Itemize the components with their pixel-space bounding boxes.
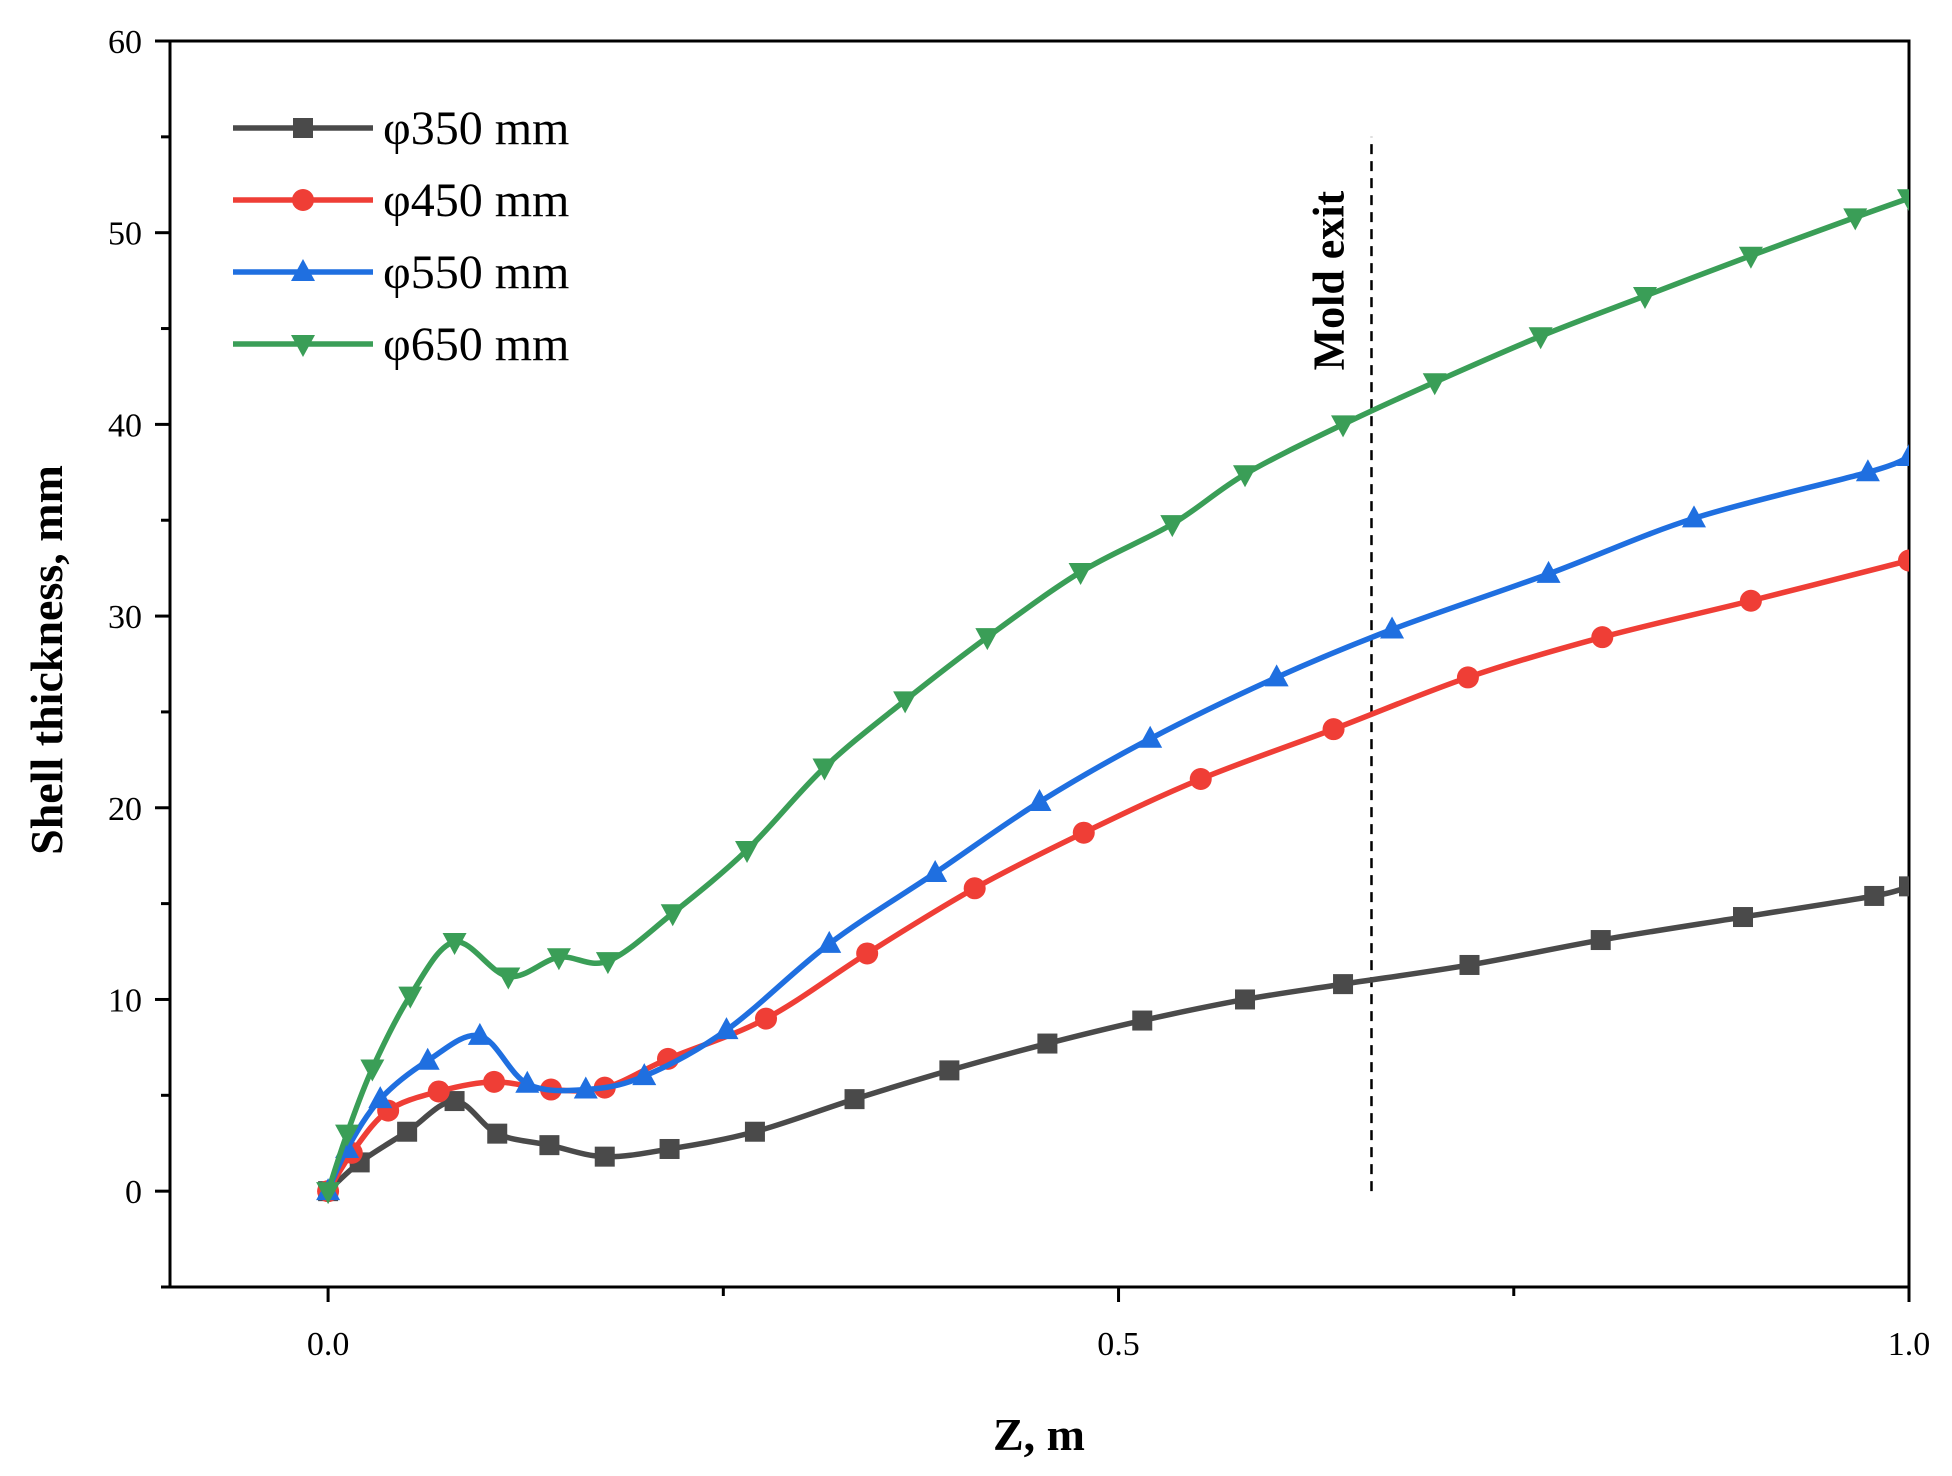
series-2-point — [1898, 549, 1909, 572]
series-4-point — [1068, 562, 1093, 585]
series-3-point — [632, 1063, 657, 1086]
y-tick-label: 30 — [108, 599, 142, 636]
y-tick-label: 50 — [108, 216, 142, 253]
series-2-point — [1456, 666, 1479, 689]
series-4-point — [975, 628, 1000, 651]
series-4-point — [812, 758, 837, 781]
series-2-point — [1189, 768, 1212, 791]
series-1-point — [594, 1146, 615, 1167]
y-tick-label: 0 — [125, 1174, 142, 1211]
x-tick-label: 0.5 — [1097, 1326, 1140, 1363]
series-3-point — [1681, 505, 1706, 528]
series-2-point — [1591, 626, 1614, 649]
series-1-point — [1333, 974, 1354, 995]
x-axis-title: Z, m — [993, 1409, 1085, 1460]
series-4-point — [360, 1059, 385, 1082]
series-4-point — [893, 691, 918, 714]
series-2-point — [1072, 821, 1095, 844]
series-1-point — [1235, 989, 1256, 1010]
series-4-point — [496, 967, 521, 990]
series-1-point — [844, 1089, 865, 1110]
y-tick-label: 10 — [108, 982, 142, 1019]
series-4-point — [1422, 373, 1447, 396]
series-1-point — [539, 1135, 560, 1156]
series-4-point — [1843, 208, 1868, 231]
series-4-point — [595, 952, 620, 975]
plot-frame — [168, 39, 1911, 1289]
series-4-point — [335, 1124, 360, 1147]
series-4-point — [1160, 515, 1185, 538]
series-3-point — [368, 1086, 393, 1109]
series-1-point — [487, 1123, 508, 1144]
legend-marker — [292, 189, 314, 211]
series-3-point — [1027, 789, 1052, 812]
series-1-point — [1864, 885, 1885, 906]
series-4-point — [546, 948, 571, 971]
series-3-point — [415, 1047, 440, 1070]
series-1-point — [1132, 1010, 1153, 1031]
series-1-point — [1590, 930, 1611, 951]
series-4-point — [1738, 246, 1763, 269]
series-4-point — [316, 1182, 341, 1205]
series-1-point — [744, 1121, 765, 1142]
series-1-point — [397, 1121, 418, 1142]
series-1-point — [939, 1060, 960, 1081]
series-1-point — [1899, 876, 1909, 897]
series-3-point — [923, 859, 948, 882]
series-1-point — [659, 1138, 680, 1159]
series-3-point — [1380, 616, 1405, 639]
legend-label: φ350 mm — [383, 102, 569, 155]
series-4-point — [1897, 189, 1909, 212]
series-2-point — [755, 1007, 778, 1030]
legend: φ350 mm φ450 mm φ550 mm φ650 mm — [233, 102, 569, 371]
series-4-point — [1528, 327, 1553, 350]
legend-marker — [291, 335, 315, 357]
legend-label: φ650 mm — [383, 318, 569, 371]
x-tick-label: 1.0 — [1888, 1326, 1931, 1363]
series-3-point — [817, 930, 842, 953]
series-3-point — [1855, 459, 1880, 482]
x-tick-label: 0.0 — [307, 1326, 350, 1363]
series-2-point — [427, 1080, 450, 1103]
series-3-point — [714, 1017, 739, 1040]
legend-marker — [291, 259, 315, 281]
series-2-point — [1322, 718, 1345, 741]
series-1-point — [444, 1091, 465, 1112]
series-4-point — [735, 840, 760, 863]
series-3-point — [1264, 664, 1289, 687]
series-3-point — [515, 1070, 540, 1093]
series-3-point — [573, 1076, 598, 1099]
y-tick-label: 20 — [108, 791, 142, 828]
series-1-point — [1037, 1033, 1058, 1054]
series-1-point — [1733, 907, 1754, 928]
series-3-point — [1897, 443, 1909, 466]
series-3-point — [1536, 560, 1561, 583]
series-4-point — [442, 932, 467, 955]
series-4-point — [398, 986, 423, 1009]
series-3-point — [467, 1022, 492, 1045]
series-4-point — [1233, 465, 1258, 488]
series-4-point — [1331, 415, 1356, 438]
mold-exit-label: Mold exit — [1304, 190, 1353, 370]
series-2-point — [1739, 589, 1762, 612]
series-2-point — [963, 877, 986, 900]
series-1-point — [1459, 954, 1480, 975]
legend-label: φ550 mm — [383, 246, 569, 299]
y-tick-label: 60 — [108, 24, 142, 61]
series-4-point — [660, 904, 685, 927]
series-3-point — [1138, 725, 1163, 748]
legend-marker — [293, 118, 313, 138]
series-2-point — [856, 942, 879, 965]
y-axis-title: Shell thickness, mm — [21, 465, 72, 855]
y-tick-label: 40 — [108, 407, 142, 444]
series-2-line — [325, 557, 1909, 1194]
series-4 — [316, 189, 1909, 1205]
series-4-point — [1632, 286, 1657, 309]
legend-label: φ450 mm — [383, 174, 569, 227]
series-2-point — [483, 1070, 506, 1093]
